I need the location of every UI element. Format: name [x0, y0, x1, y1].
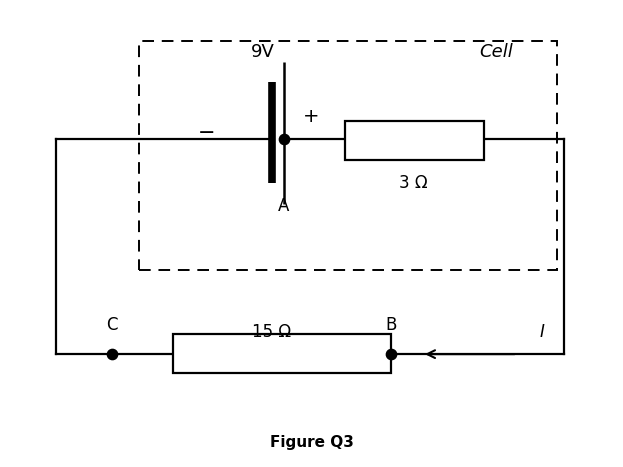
Text: C: C [106, 316, 118, 334]
Text: 9V: 9V [250, 43, 274, 61]
Bar [345, 121, 483, 160]
Text: A: A [278, 197, 290, 215]
Text: Figure Q3: Figure Q3 [270, 435, 353, 450]
Point [107, 350, 117, 358]
Text: −: − [198, 123, 216, 142]
Point [279, 136, 289, 143]
Text: I: I [540, 323, 545, 341]
Bar [173, 334, 391, 374]
Point [386, 350, 396, 358]
Text: 3 Ω: 3 Ω [399, 174, 427, 192]
Bar [140, 41, 558, 270]
Text: +: + [303, 107, 320, 126]
Text: 15 Ω: 15 Ω [252, 323, 291, 341]
Text: B: B [386, 316, 397, 334]
Text: Cell: Cell [479, 43, 513, 61]
